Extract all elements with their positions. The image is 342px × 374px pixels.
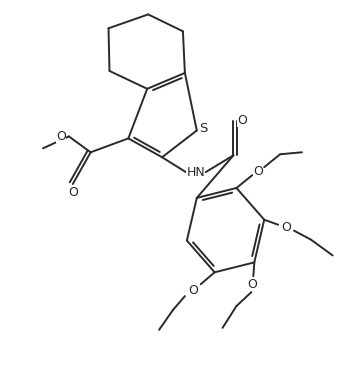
Text: O: O: [68, 187, 78, 199]
Text: O: O: [247, 278, 257, 291]
Text: O: O: [56, 130, 66, 143]
Text: HN: HN: [186, 166, 205, 179]
Text: O: O: [281, 221, 291, 234]
Text: O: O: [188, 283, 198, 297]
Text: S: S: [199, 122, 208, 135]
Text: O: O: [253, 165, 263, 178]
Text: O: O: [237, 114, 247, 127]
